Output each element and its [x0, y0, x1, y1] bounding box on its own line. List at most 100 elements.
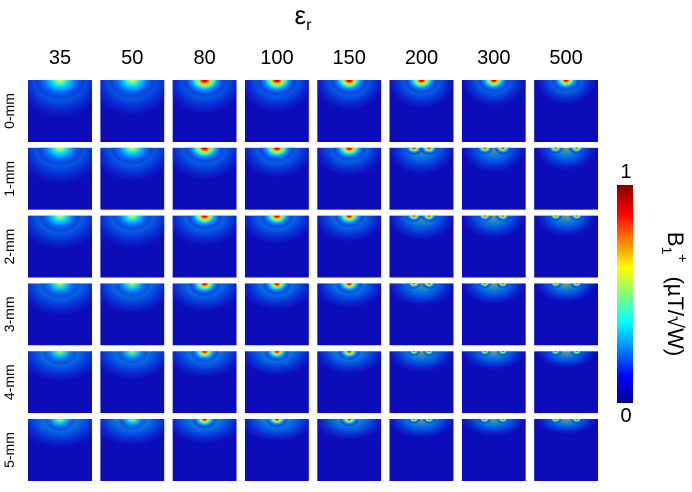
field-halo: [244, 215, 309, 246]
hotspot: [476, 215, 493, 222]
field-halo: [534, 283, 599, 304]
hotspot: [477, 80, 511, 93]
colorbar: [617, 185, 633, 403]
field-halo: [172, 419, 237, 445]
heatmap-panel: [534, 419, 599, 481]
field-halo: [28, 351, 92, 384]
heatmap-panel: [534, 351, 599, 414]
heatmap-panel: [28, 351, 92, 414]
heatmap-panel: [461, 147, 526, 210]
field-halo: [244, 351, 309, 378]
heatmap-panel: [317, 283, 382, 346]
label-base: B: [663, 232, 688, 247]
field-halo: [100, 283, 165, 316]
hotspot: [41, 351, 79, 366]
hotspot: [551, 80, 582, 92]
heatmap-panel: [317, 419, 382, 481]
hotspot: [493, 147, 512, 155]
hotspot: [420, 215, 438, 223]
hotspot: [407, 351, 421, 356]
field-halo: [317, 147, 382, 178]
hotspot: [109, 147, 155, 166]
heatmap-panel: [100, 147, 165, 210]
hotspot: [406, 283, 422, 290]
heatmap-panel: [389, 283, 454, 346]
field-halo: [244, 419, 309, 443]
hotspot: [496, 283, 510, 289]
hotspot: [111, 215, 153, 232]
heatmap-panel: [28, 283, 92, 346]
field-halo: [317, 215, 382, 244]
hotspot: [331, 147, 368, 162]
colorbar-max: 1: [620, 161, 631, 183]
field-halo: [461, 80, 526, 108]
field-halo: [389, 283, 454, 308]
field-halo: [172, 215, 237, 248]
column-label: 50: [121, 47, 143, 69]
heatmap-panel: [172, 283, 237, 346]
hotspot: [265, 419, 289, 428]
hotspot: [404, 147, 424, 156]
heatmap-panel: [389, 80, 454, 142]
column-label: 150: [333, 47, 366, 69]
column-label: 35: [49, 47, 71, 69]
heatmap-panel: [534, 80, 599, 142]
hotspot: [478, 351, 492, 356]
heatmap-panel: [172, 419, 237, 481]
heatmap-panel: [461, 351, 526, 414]
heatmap-panel: [317, 351, 382, 414]
hotspot: [34, 80, 86, 100]
hotspot: [338, 419, 360, 427]
field-halo: [389, 147, 454, 176]
header-subscript: r: [306, 17, 312, 34]
hotspot: [37, 215, 83, 233]
field-halo: [534, 419, 599, 435]
heatmap-panel: [461, 80, 526, 142]
heatmap-panel: [244, 283, 309, 346]
header: εr: [295, 0, 313, 34]
hotspot: [43, 419, 77, 432]
hotspot: [185, 215, 224, 231]
hotspot: [35, 147, 85, 167]
colorbar-label: B1+ (µT/√W): [659, 232, 691, 356]
heatmap-panel: [28, 80, 92, 142]
colorbar-min: 0: [620, 405, 631, 427]
heatmap-panel: [100, 215, 165, 278]
field-halo: [534, 215, 599, 238]
hotspot: [113, 283, 151, 298]
heatmap-panel: [317, 80, 382, 142]
column-label: 300: [477, 47, 510, 69]
hotspot: [421, 283, 437, 290]
hotspot: [337, 351, 362, 361]
hotspot: [475, 147, 494, 155]
row-label: 5-mm: [1, 432, 17, 468]
hotspot: [496, 351, 510, 356]
hotspot: [181, 80, 228, 98]
row-label: 4-mm: [1, 364, 17, 400]
heatmap-panel: [100, 80, 165, 142]
hotspot: [107, 80, 157, 99]
heatmap-panel: [28, 419, 92, 481]
hotspot: [39, 283, 81, 299]
hotspot: [494, 215, 511, 222]
hotspot: [478, 419, 492, 424]
column-label: 500: [549, 47, 582, 69]
field-halo: [172, 351, 237, 380]
hotspot: [263, 351, 291, 362]
heatmap-panel: [100, 351, 165, 414]
hotspot: [478, 283, 492, 289]
heatmap-panel: [389, 215, 454, 278]
heatmap-panel: [317, 215, 382, 278]
field-halo: [28, 419, 92, 449]
heatmap-panel: [534, 215, 599, 278]
hotspot: [257, 147, 297, 163]
heatmap-panel: [461, 215, 526, 278]
row-label: 1-mm: [1, 161, 17, 197]
hotspot: [569, 215, 584, 221]
field-halo: [389, 80, 454, 110]
heatmap-panel: [244, 80, 309, 142]
heatmap-panel: [244, 215, 309, 278]
hotspot: [422, 419, 436, 424]
heatmap-panel: [172, 80, 237, 142]
hotspot: [333, 215, 366, 228]
